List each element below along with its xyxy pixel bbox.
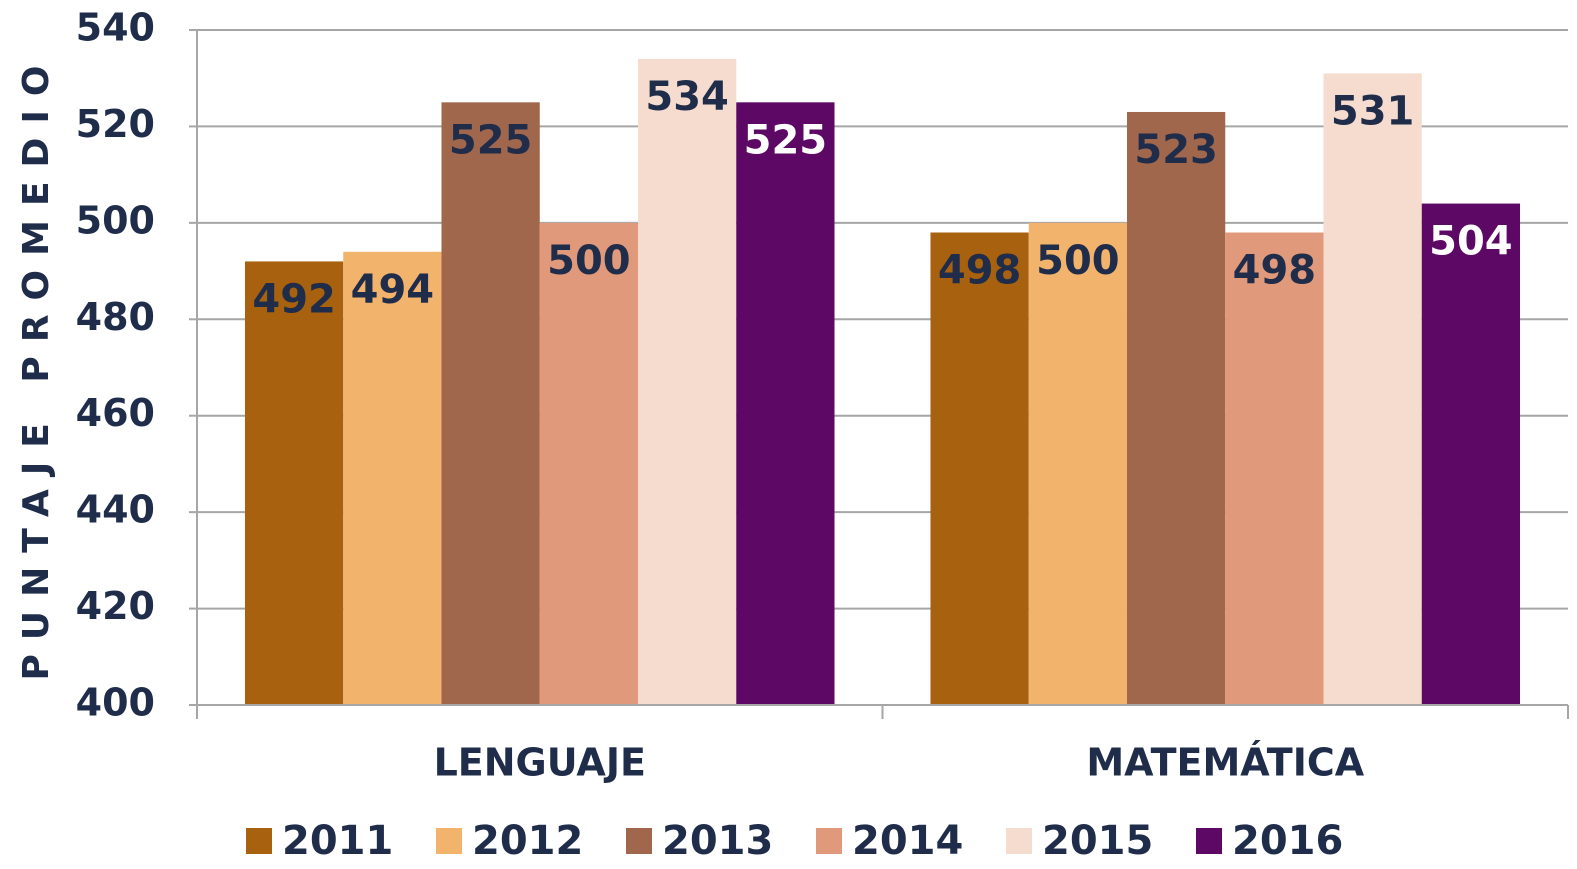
bar xyxy=(736,102,835,706)
data-label: 525 xyxy=(744,117,828,163)
y-tick-label: 540 xyxy=(76,6,155,50)
bar xyxy=(343,251,442,706)
legend-label: 2016 xyxy=(1232,818,1343,864)
y-tick-label: 440 xyxy=(76,488,155,532)
bar xyxy=(930,232,1029,705)
legend-swatch xyxy=(1196,828,1222,854)
legend-swatch xyxy=(246,828,272,854)
bar xyxy=(539,222,639,705)
x-tick-label: LENGUAJE xyxy=(434,741,646,785)
legend-label: 2013 xyxy=(662,818,773,864)
bar xyxy=(638,58,737,705)
x-tick-label: MATEMÁTICA xyxy=(1086,741,1364,785)
y-tick-label: 500 xyxy=(76,198,155,242)
legend-swatch xyxy=(816,828,842,854)
data-label: 494 xyxy=(351,267,435,313)
data-label: 534 xyxy=(645,74,729,120)
legend-swatch xyxy=(1006,828,1032,854)
y-axis-label: PUNTAJE PROMEDIO xyxy=(16,52,57,681)
data-label: 531 xyxy=(1331,88,1415,134)
data-label: 525 xyxy=(449,117,533,163)
data-label: 498 xyxy=(1233,248,1317,294)
legend-label: 2011 xyxy=(282,818,393,864)
bar xyxy=(1323,73,1422,705)
y-tick-label: 420 xyxy=(76,584,155,628)
legend-label: 2015 xyxy=(1042,818,1153,864)
data-label: 504 xyxy=(1429,219,1513,265)
y-tick-label: 400 xyxy=(76,681,155,725)
y-tick-label: 520 xyxy=(76,102,155,146)
legend-swatch xyxy=(626,828,652,854)
bar xyxy=(1225,232,1324,705)
data-label: 523 xyxy=(1134,127,1218,173)
legend-label: 2014 xyxy=(852,818,963,864)
bar xyxy=(441,102,540,706)
data-label: 498 xyxy=(938,248,1022,294)
bar xyxy=(1126,111,1226,705)
data-label: 492 xyxy=(252,276,336,322)
y-tick-label: 480 xyxy=(76,295,155,339)
y-tick-label: 460 xyxy=(76,391,155,435)
legend-swatch xyxy=(436,828,462,854)
legend-label: 2012 xyxy=(472,818,583,864)
data-label: 500 xyxy=(547,238,631,284)
bar xyxy=(1421,203,1521,706)
bar xyxy=(1028,222,1127,705)
data-label: 500 xyxy=(1036,238,1120,284)
bar xyxy=(244,261,344,705)
